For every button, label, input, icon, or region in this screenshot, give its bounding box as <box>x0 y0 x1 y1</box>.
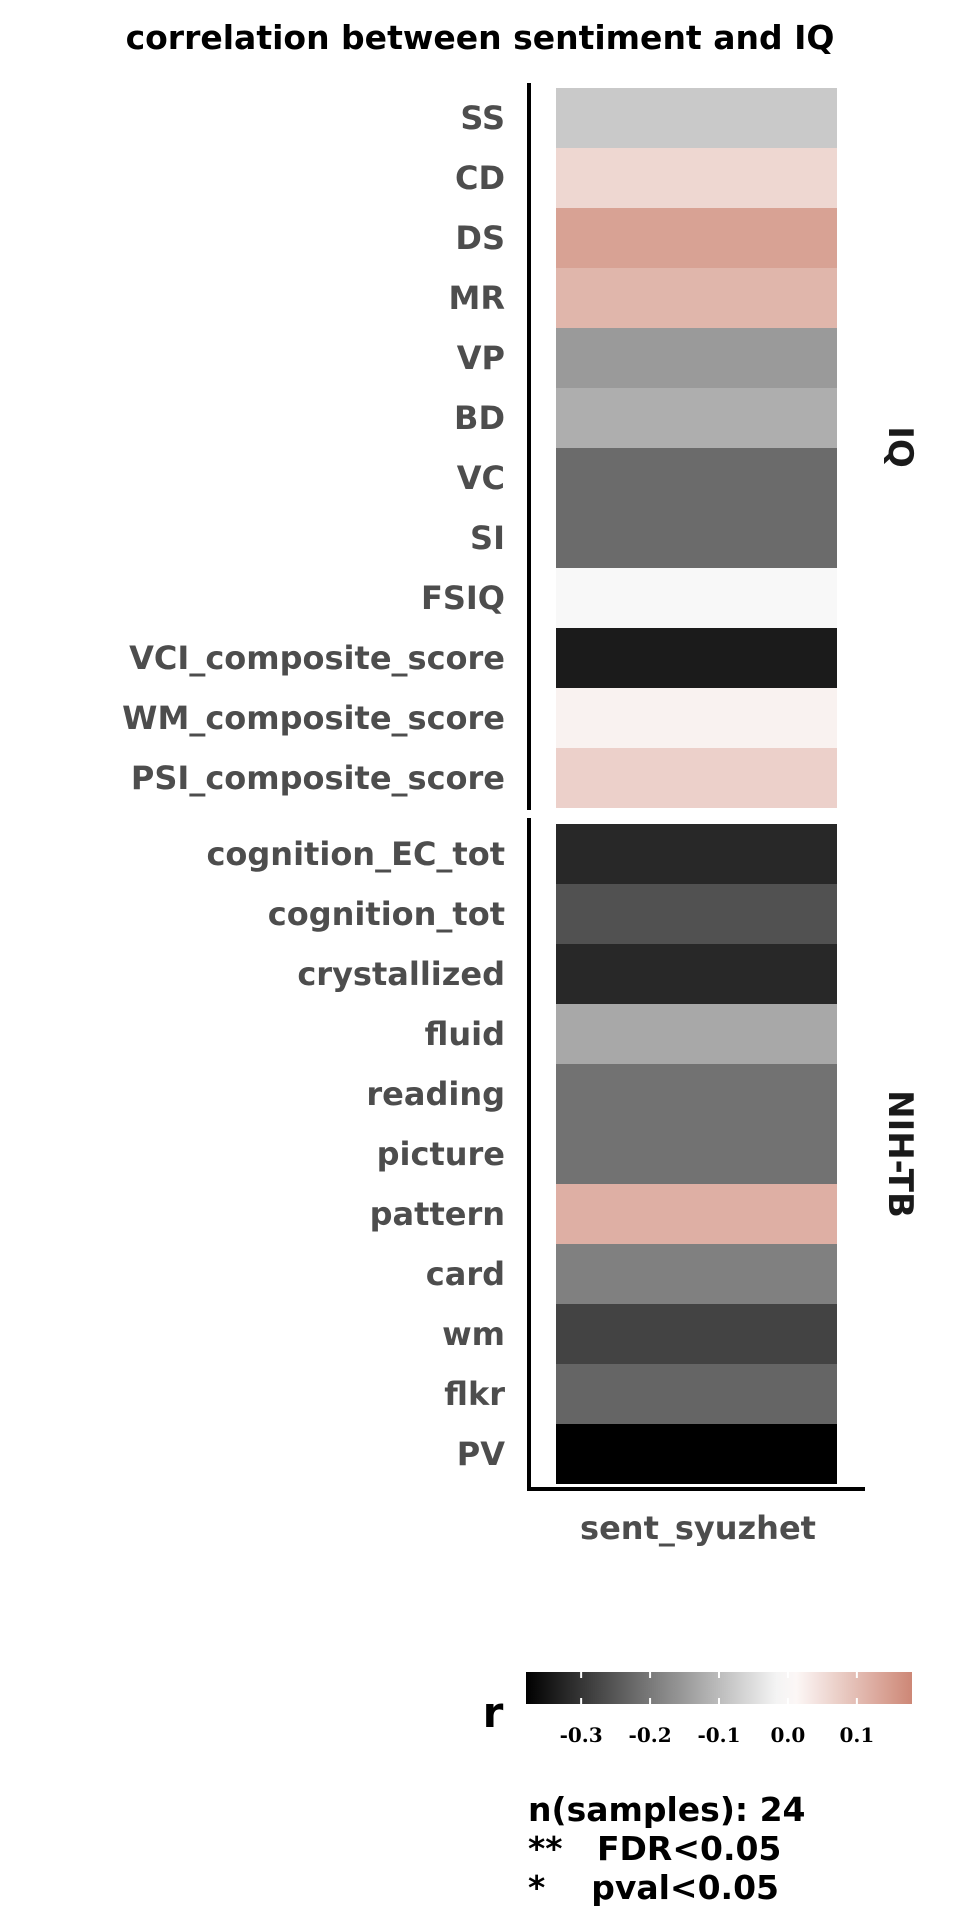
row-label: crystallized <box>297 955 505 993</box>
row-label: card <box>426 1255 505 1293</box>
legend-tick-label: 0.0 <box>771 1723 806 1747</box>
heatmap-cell <box>556 944 837 1004</box>
fdr-note: ** FDR<0.05 <box>528 1829 781 1868</box>
row-label: FSIQ <box>421 579 505 617</box>
legend-tick-label: -0.3 <box>560 1723 603 1747</box>
row-label: SI <box>470 519 505 557</box>
row-label: pattern <box>370 1195 505 1233</box>
heatmap-cell <box>556 824 837 884</box>
pval-note: * pval<0.05 <box>528 1868 779 1907</box>
row-labels: SS CD DS MR VP BD VC SI FSIQ VCI_composite_score W… <box>122 99 505 1473</box>
heatmap-cell <box>556 1304 837 1364</box>
heatmap-cell <box>556 1064 837 1124</box>
row-label: SS <box>460 99 505 137</box>
row-label: picture <box>377 1135 505 1173</box>
facet-label-iq: IQ <box>880 426 920 468</box>
row-label: cognition_EC_tot <box>206 835 505 873</box>
row-label: BD <box>454 399 505 437</box>
heatmap-cell <box>556 508 837 568</box>
heatmap-cell <box>556 1424 837 1484</box>
legend-title: r <box>483 1688 504 1737</box>
x-tick-label: sent_syuzhet <box>580 1509 816 1547</box>
row-label: VCI_composite_score <box>129 639 505 677</box>
heatmap-cell <box>556 748 837 808</box>
row-label: VP <box>457 339 505 377</box>
heatmap-cells <box>556 88 837 1484</box>
facet-label-nih-tb: NIH-TB <box>880 1090 920 1218</box>
row-label: reading <box>366 1075 505 1113</box>
row-label: flkr <box>444 1375 505 1413</box>
chart-title: correlation between sentiment and IQ <box>126 18 835 57</box>
legend-tick-label: -0.2 <box>629 1723 672 1747</box>
heatmap-cell <box>556 688 837 748</box>
heatmap-cell <box>556 1124 837 1184</box>
row-label: CD <box>455 159 505 197</box>
heatmap-cell <box>556 268 837 328</box>
heatmap-cell <box>556 1364 837 1424</box>
row-label: PV <box>457 1435 505 1473</box>
row-label: fluid <box>425 1015 505 1053</box>
heatmap-cell <box>556 88 837 148</box>
heatmap-cell <box>556 148 837 208</box>
row-label: WM_composite_score <box>122 699 505 737</box>
row-label: VC <box>457 459 505 497</box>
row-label: DS <box>455 219 505 257</box>
heatmap-cell <box>556 628 837 688</box>
heatmap-cell <box>556 1184 837 1244</box>
row-label: cognition_tot <box>268 895 505 933</box>
row-label: wm <box>442 1315 505 1353</box>
row-label: MR <box>449 279 505 317</box>
heatmap-cell <box>556 884 837 944</box>
row-label: PSI_composite_score <box>131 759 505 797</box>
legend-ticks: -0.3 -0.2 -0.1 0.0 0.1 <box>560 1672 874 1747</box>
sample-count-note: n(samples): 24 <box>528 1790 806 1829</box>
heatmap-cell <box>556 568 837 628</box>
heatmap-cell <box>556 1244 837 1304</box>
legend-tick-label: 0.1 <box>839 1723 874 1747</box>
legend-tick-label: -0.1 <box>697 1723 740 1747</box>
heatmap-cell <box>556 448 837 508</box>
heatmap-cell <box>556 208 837 268</box>
heatmap-cell <box>556 328 837 388</box>
heatmap-cell <box>556 1004 837 1064</box>
heatmap-cell <box>556 388 837 448</box>
